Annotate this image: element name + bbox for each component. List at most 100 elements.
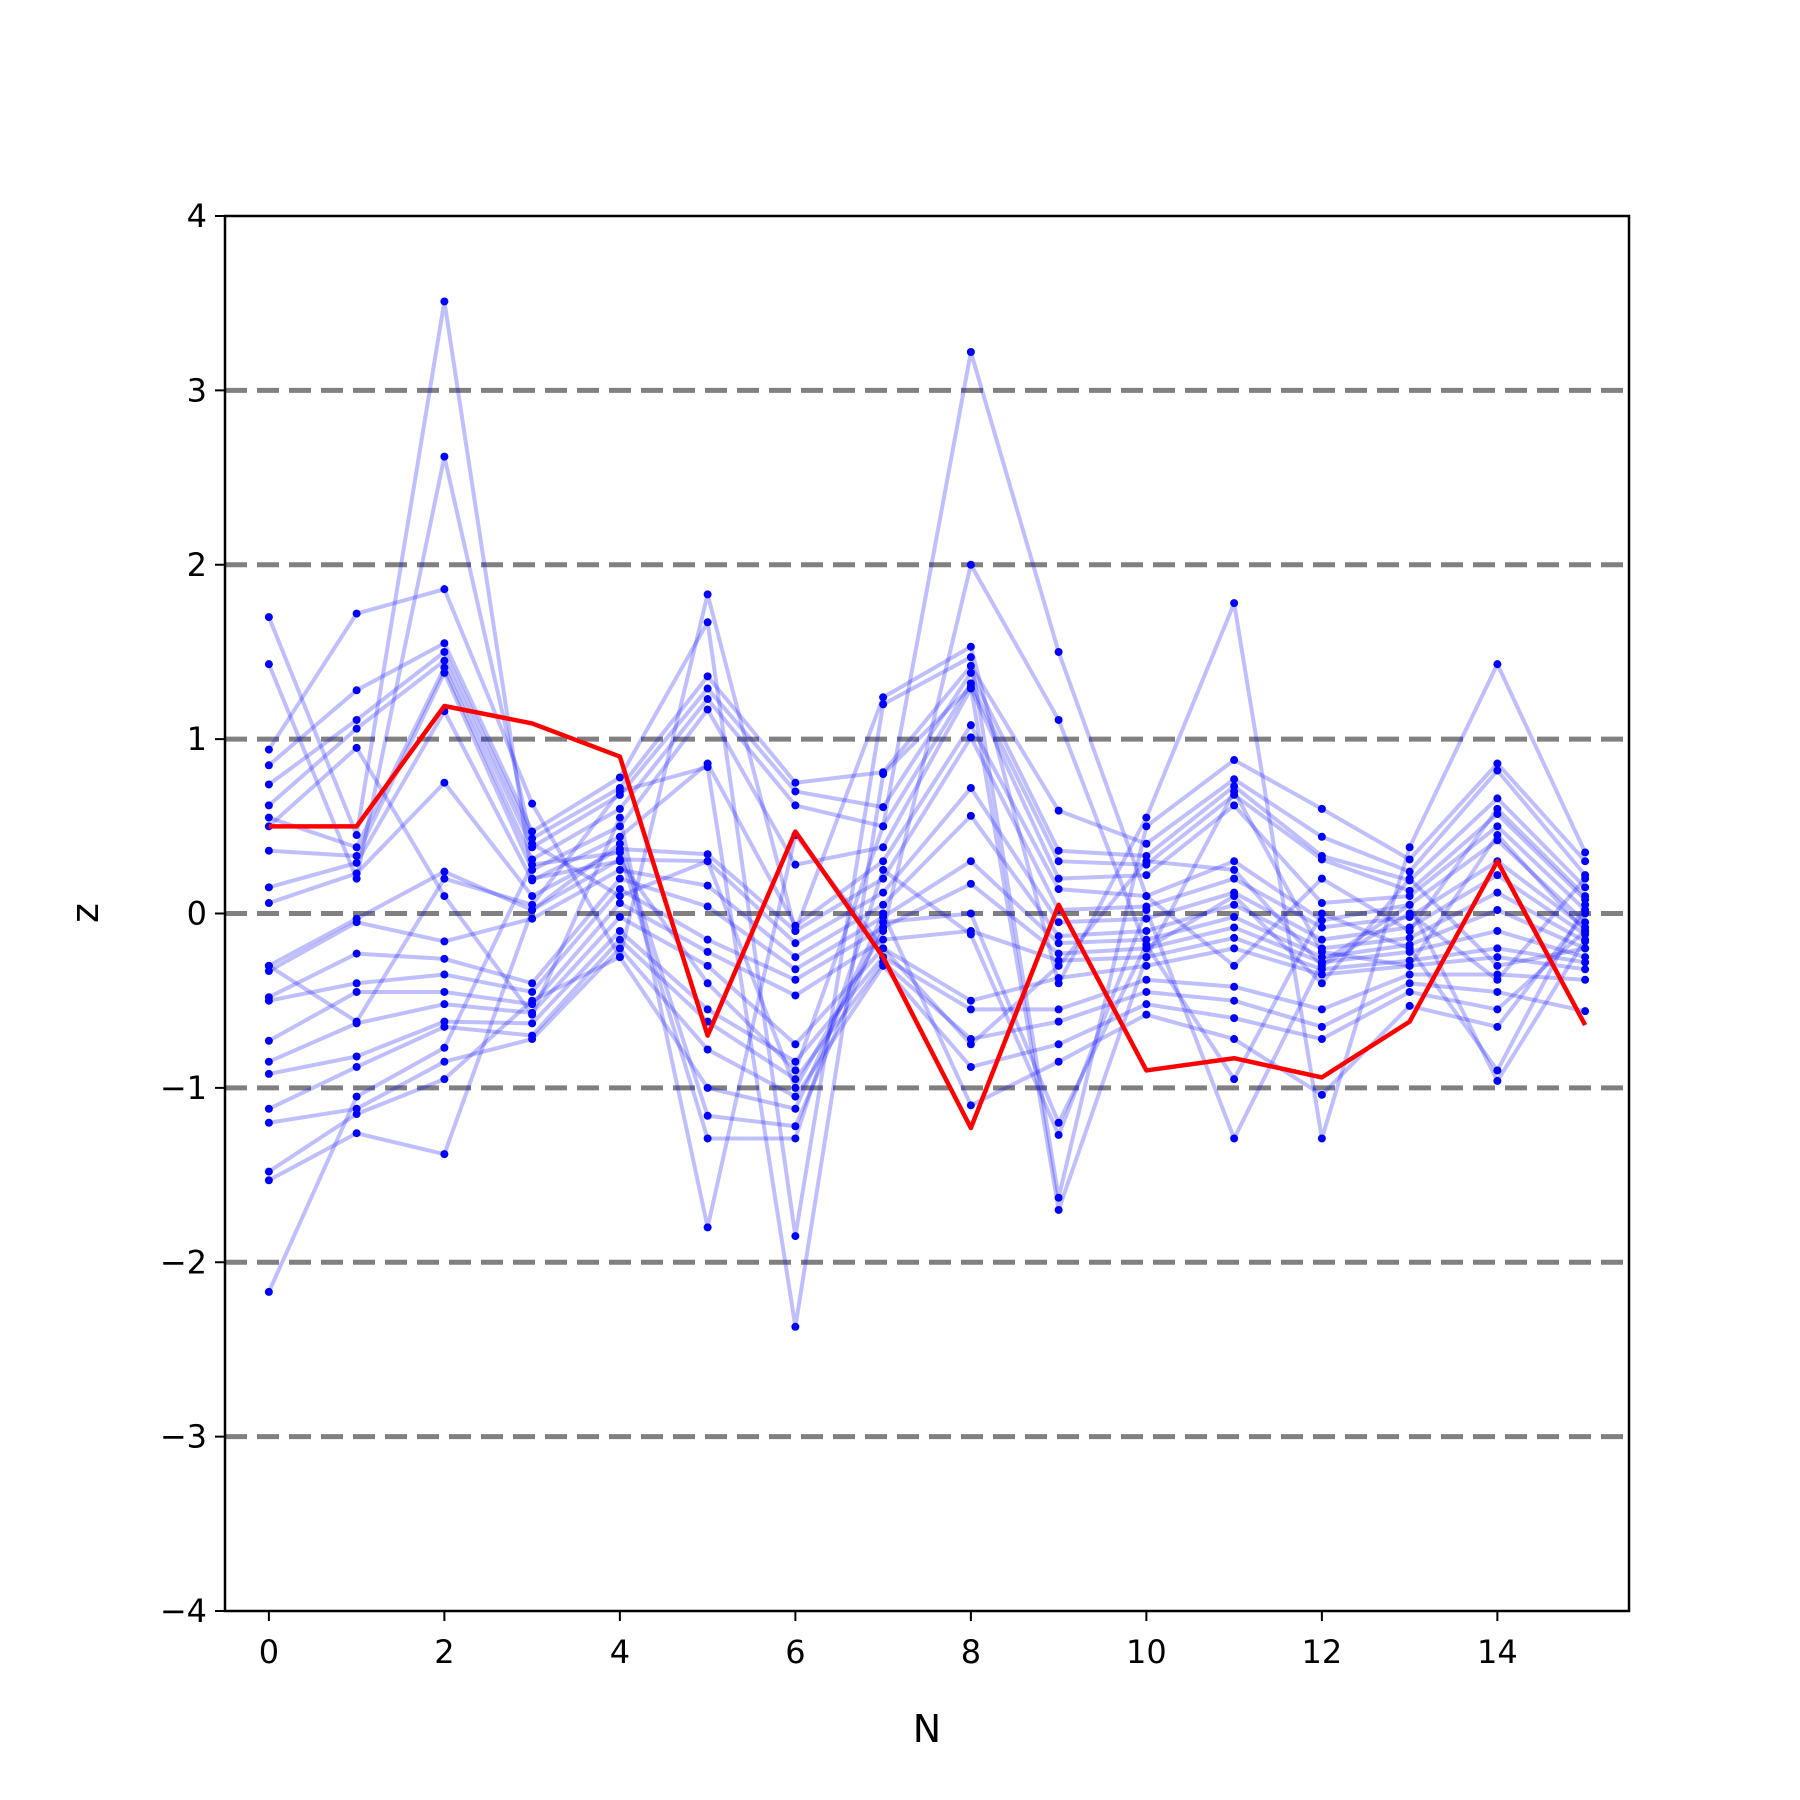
- reference-lines: [225, 387, 1629, 1440]
- data-point: [264, 899, 273, 908]
- data-point: [1054, 647, 1063, 656]
- data-point: [352, 1052, 361, 1061]
- data-point: [703, 850, 712, 859]
- data-point: [1142, 953, 1151, 962]
- data-point: [615, 813, 624, 822]
- data-point: [703, 684, 712, 693]
- data-point: [703, 902, 712, 911]
- data-point: [615, 935, 624, 944]
- data-point: [1054, 932, 1063, 941]
- data-point: [528, 1019, 537, 1028]
- data-point: [1230, 912, 1239, 921]
- y-tick-label: −4: [160, 1592, 207, 1630]
- y-tick-label: 2: [187, 546, 207, 584]
- data-point: [440, 954, 449, 963]
- data-point: [528, 827, 537, 836]
- y-tick-label: −1: [160, 1069, 207, 1107]
- data-point: [1054, 1017, 1063, 1026]
- data-point: [1230, 933, 1239, 942]
- x-tick-label: 2: [434, 1633, 454, 1671]
- data-point: [1493, 906, 1502, 915]
- data-point: [615, 892, 624, 901]
- data-point: [352, 918, 361, 927]
- data-point: [1493, 759, 1502, 768]
- data-point: [352, 987, 361, 996]
- data-point: [966, 783, 975, 792]
- data-point: [1230, 1035, 1239, 1044]
- background-series-line: [268, 937, 1586, 1111]
- data-point: [352, 949, 361, 958]
- data-point: [615, 832, 624, 841]
- background-points-group: [264, 297, 1590, 1331]
- data-point: [1317, 923, 1326, 932]
- background-series-line: [268, 914, 1586, 1064]
- data-point: [615, 912, 624, 921]
- data-point: [703, 705, 712, 714]
- data-point: [1054, 1118, 1063, 1127]
- data-point: [703, 979, 712, 988]
- data-point: [264, 1118, 273, 1127]
- data-point: [615, 899, 624, 908]
- data-point: [440, 647, 449, 656]
- data-point: [1054, 961, 1063, 970]
- data-point: [1493, 1066, 1502, 1075]
- data-point: [966, 1062, 975, 1071]
- data-point: [528, 914, 537, 923]
- y-tick-label: 1: [187, 720, 207, 758]
- data-point: [966, 1005, 975, 1014]
- data-point: [1142, 1010, 1151, 1019]
- data-point: [1405, 979, 1414, 988]
- data-point: [1405, 909, 1414, 918]
- data-point: [879, 865, 888, 874]
- data-point: [1142, 975, 1151, 984]
- background-series-line: [267, 745, 1587, 1230]
- data-point: [1230, 961, 1239, 970]
- data-point: [1317, 874, 1326, 883]
- data-point: [528, 860, 537, 869]
- data-point: [703, 618, 712, 627]
- data-point: [703, 1223, 712, 1232]
- data-point: [1054, 1040, 1063, 1049]
- data-point: [966, 560, 975, 569]
- data-point: [791, 1322, 800, 1331]
- data-point: [264, 1057, 273, 1066]
- data-point: [615, 855, 624, 864]
- background-series-group: [267, 299, 1587, 1329]
- data-point: [1142, 1000, 1151, 1009]
- data-point: [352, 1062, 361, 1071]
- background-series-line: [267, 684, 1587, 1329]
- data-point: [1581, 874, 1590, 883]
- data-point: [1142, 857, 1151, 866]
- data-point: [264, 1036, 273, 1045]
- data-point: [1493, 1005, 1502, 1014]
- data-point: [352, 1110, 361, 1119]
- data-point: [879, 843, 888, 852]
- data-point: [440, 874, 449, 883]
- data-point: [440, 778, 449, 787]
- data-point: [528, 1010, 537, 1019]
- data-point: [879, 700, 888, 709]
- data-point: [703, 695, 712, 704]
- data-point: [615, 804, 624, 813]
- data-point: [1581, 900, 1590, 909]
- data-point: [1317, 916, 1326, 925]
- data-point: [1054, 939, 1063, 948]
- data-point: [615, 773, 624, 782]
- data-point: [1054, 1193, 1063, 1202]
- data-point: [1581, 909, 1590, 918]
- data-point: [1493, 1022, 1502, 1031]
- data-point: [352, 831, 361, 840]
- data-point: [791, 965, 800, 974]
- data-point: [1142, 822, 1151, 831]
- data-point: [1493, 987, 1502, 996]
- data-point: [791, 787, 800, 796]
- x-tick-label: 10: [1126, 1633, 1167, 1671]
- data-point: [1230, 599, 1239, 608]
- data-point: [1054, 885, 1063, 894]
- background-series-line: [267, 859, 1586, 999]
- data-point: [440, 867, 449, 876]
- x-tick-label: 0: [259, 1633, 279, 1671]
- data-point: [703, 672, 712, 681]
- data-point: [966, 642, 975, 651]
- data-point: [528, 843, 537, 852]
